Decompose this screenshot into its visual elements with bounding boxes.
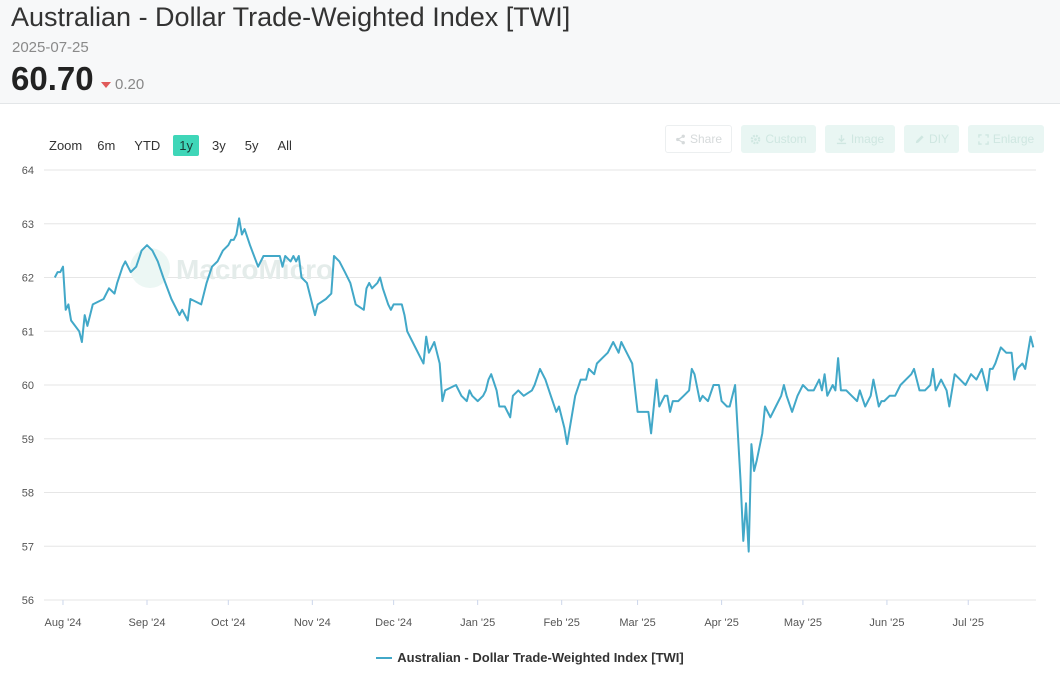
expand-icon: [978, 133, 989, 145]
enlarge-button[interactable]: Enlarge: [968, 125, 1044, 153]
zoom-label: Zoom: [49, 138, 83, 153]
diy-label: DIY: [928, 132, 949, 146]
zoom-3y-button[interactable]: 3y: [212, 138, 226, 153]
header: Australian - Dollar Trade-Weighted Index…: [0, 0, 1060, 104]
share-label: Share: [689, 132, 723, 146]
change-value: 0.20: [115, 76, 145, 93]
diy-button[interactable]: DIY: [904, 125, 959, 153]
legend-swatch: [376, 656, 393, 659]
data-date: 2025-07-25: [12, 39, 89, 56]
x-tick-label: May '25: [784, 617, 822, 629]
share-button[interactable]: Share: [665, 125, 732, 153]
zoom-5y-button[interactable]: 5y: [244, 138, 259, 153]
x-tick-label: Dec '24: [375, 617, 412, 629]
image-label: Image: [850, 132, 885, 146]
x-axis: Aug '24 Sep '24 Oct '24 Nov '24 Dec '24 Jan '…: [44, 600, 984, 629]
zoom-1y-button[interactable]: 1y: [173, 135, 200, 156]
y-tick-label: 57: [22, 541, 34, 553]
download-icon: [836, 134, 846, 144]
custom-label: Custom: [765, 132, 807, 146]
change-indicator: 0.20: [101, 76, 144, 93]
y-tick-label: 59: [22, 434, 34, 446]
y-tick-label: 64: [22, 165, 34, 177]
y-tick-label: 58: [22, 488, 34, 500]
legend-label: Australian - Dollar Trade-Weighted Index…: [397, 650, 684, 665]
x-tick-label: Jun '25: [869, 617, 904, 629]
x-tick-label: Oct '24: [211, 617, 246, 629]
zoom-ytd-button[interactable]: YTD: [134, 138, 161, 153]
x-tick-label: Nov '24: [294, 617, 331, 629]
down-triangle-icon: [101, 81, 111, 88]
y-tick-label: 60: [22, 380, 34, 392]
y-tick-label: 56: [22, 595, 34, 607]
x-tick-label: Feb '25: [544, 617, 580, 629]
legend[interactable]: Australian - Dollar Trade-Weighted Index…: [0, 650, 1060, 665]
x-tick-label: Apr '25: [704, 617, 739, 629]
series-line: [53, 217, 1035, 553]
y-tick-label: 62: [22, 273, 34, 285]
pencil-icon: [915, 134, 924, 143]
enlarge-label: Enlarge: [992, 132, 1035, 146]
custom-button[interactable]: Custom: [741, 125, 816, 153]
zoom-all-button[interactable]: All: [277, 138, 292, 153]
share-icon: [676, 134, 685, 144]
zoom-6m-button[interactable]: 6m: [97, 138, 116, 153]
latest-value: 60.70: [11, 60, 94, 97]
grid-lines: [44, 169, 1036, 601]
zoom-selector: Zoom 6m YTD 1y 3y 5y All: [49, 135, 305, 156]
chart-toolbar: Share Custom Image DIY Enlarge: [665, 125, 1044, 153]
y-axis: 56 57 58 59 60 61 62 63 64: [22, 165, 34, 607]
page-title: Australian - Dollar Trade-Weighted Index…: [11, 2, 571, 32]
image-button[interactable]: Image: [825, 125, 895, 153]
x-tick-label: Sep '24: [129, 617, 166, 629]
y-tick-label: 61: [22, 326, 34, 338]
x-tick-label: Jan '25: [460, 617, 495, 629]
y-tick-label: 63: [22, 219, 34, 231]
gear-icon: [751, 134, 761, 144]
x-tick-label: Mar '25: [619, 617, 655, 629]
x-tick-label: Jul '25: [953, 617, 984, 629]
x-tick-label: Aug '24: [44, 617, 81, 629]
line-chart: 56 57 58 59 60 61 62 63 64 Aug '24 Sep '24 Oct '24…: [22, 165, 1036, 629]
